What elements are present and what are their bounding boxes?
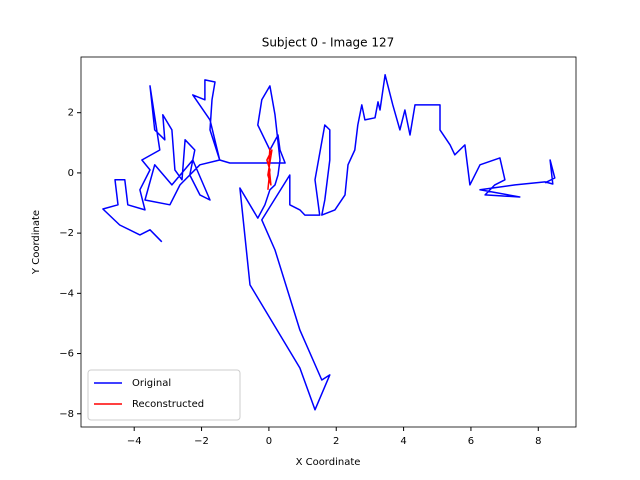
x-tick-label: 4: [400, 436, 406, 447]
series-line: [266, 147, 273, 190]
y-tick-label: −4: [59, 288, 74, 299]
series-line: [102, 74, 556, 411]
chart-title: Subject 0 - Image 127: [262, 36, 395, 50]
x-tick-label: 6: [468, 436, 474, 447]
y-tick-label: 2: [68, 108, 74, 119]
y-tick-label: −2: [59, 228, 74, 239]
y-tick-label: 0: [68, 168, 74, 179]
plot-frame: [80, 56, 577, 428]
x-tick-label: 8: [535, 436, 541, 447]
x-tick-label: 0: [266, 436, 272, 447]
legend-box: [87, 369, 241, 421]
y-axis-label: Y Coordinate: [31, 210, 42, 275]
x-tick-label: 2: [333, 436, 339, 447]
x-tick-label: −4: [127, 436, 142, 447]
y-tick-label: −8: [59, 409, 74, 420]
y-tick-label: −6: [59, 349, 74, 360]
x-tick-label: −2: [194, 436, 209, 447]
legend-label: Original: [132, 378, 171, 389]
x-axis-label: X Coordinate: [296, 457, 361, 468]
legend-label: Reconstructed: [132, 399, 204, 410]
